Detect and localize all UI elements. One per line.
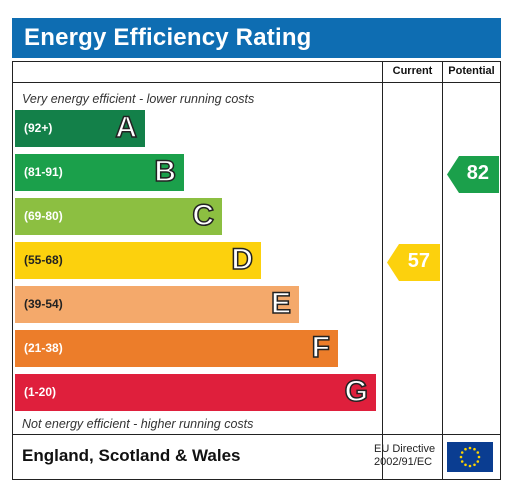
divider-potential: [442, 62, 443, 479]
top-note: Very energy efficient - lower running co…: [22, 92, 255, 106]
page-title: Energy Efficiency Rating: [24, 24, 312, 51]
eu-directive-line2: 2002/91/EC: [374, 456, 433, 468]
column-potential: Potential: [448, 65, 495, 77]
band-b: (81-91) B: [15, 154, 184, 191]
bottom-note: Not energy efficient - higher running co…: [22, 417, 254, 431]
band-d: (55-68) D: [15, 242, 261, 279]
band-a: (92+) A: [15, 110, 145, 147]
divider-current: [382, 62, 383, 479]
rating-table: Current Potential Very energy efficient …: [12, 61, 501, 480]
column-current: Current: [392, 65, 433, 77]
band-letter: A: [115, 110, 138, 145]
header-row-line: [13, 82, 500, 83]
current-rating-arrow: 57: [387, 244, 440, 281]
band-range: (21-38): [24, 341, 63, 355]
band-g: (1-20) G: [15, 374, 376, 411]
eu-directive: EU Directive 2002/91/EC: [374, 443, 435, 469]
band-letter: E: [270, 286, 292, 321]
band-letter: D: [231, 242, 254, 277]
header-bar: Energy Efficiency Rating: [12, 18, 501, 58]
band-range: (81-91): [24, 165, 63, 179]
band-letter: F: [311, 330, 331, 365]
band-range: (55-68): [24, 253, 63, 267]
band-letter: B: [154, 154, 177, 189]
eu-flag-icon: [447, 442, 493, 472]
potential-rating-arrow: 82: [447, 156, 499, 193]
band-range: (92+): [24, 121, 53, 135]
band-range: (1-20): [24, 385, 57, 399]
band-letter: C: [192, 198, 215, 233]
band-e: (39-54) E: [15, 286, 299, 323]
footer-line: [13, 434, 500, 435]
potential-rating-arrow-value: 82: [466, 162, 489, 184]
band-range: (39-54): [24, 297, 63, 311]
band-f: (21-38) F: [15, 330, 338, 367]
current-rating-arrow-value: 57: [407, 250, 430, 272]
band-range: (69-80): [24, 209, 63, 223]
band-c: (69-80) C: [15, 198, 222, 235]
region-label: England, Scotland & Wales: [22, 446, 241, 465]
eu-directive-line1: EU Directive: [374, 443, 436, 455]
band-letter: G: [344, 374, 369, 409]
